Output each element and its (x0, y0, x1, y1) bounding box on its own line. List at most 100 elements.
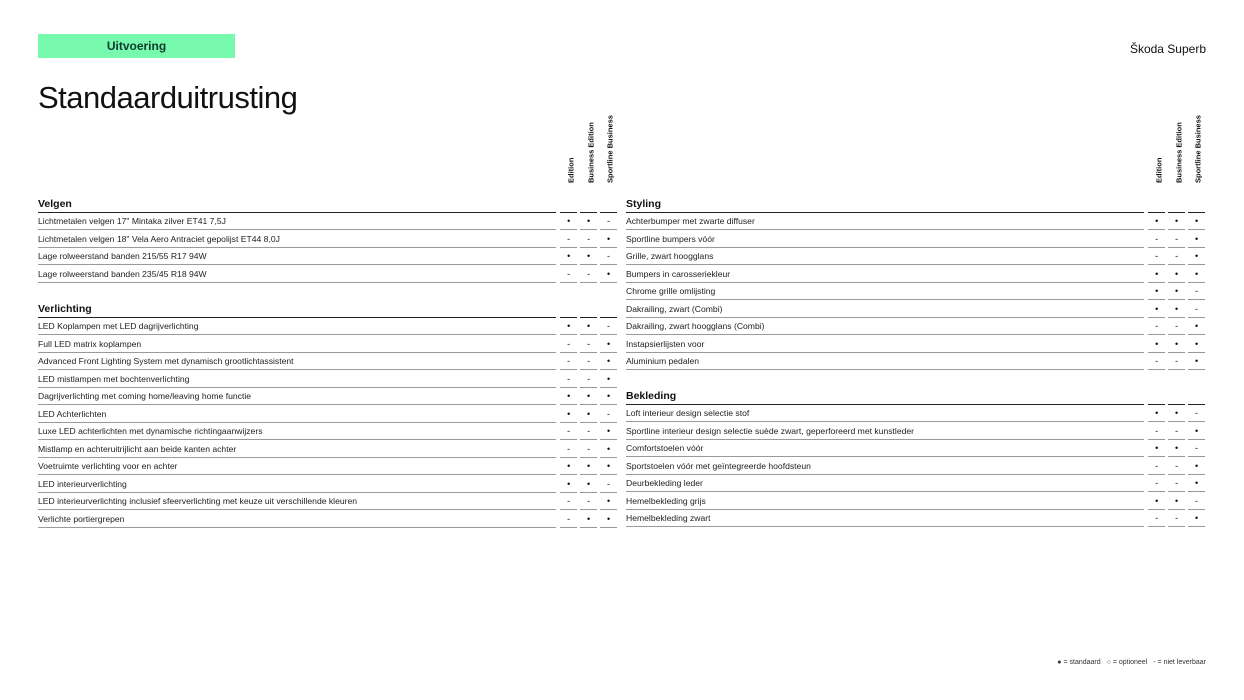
availability-mark: • (1188, 318, 1205, 336)
feature-label: Advanced Front Lighting System met dynam… (38, 353, 557, 371)
availability-mark: - (1148, 423, 1166, 440)
availability-mark: • (600, 441, 617, 458)
table-row: LED mistlampen met bochtenverlichting - - • (38, 371, 617, 389)
section-title: Velgen (38, 198, 557, 213)
availability-mark: • (600, 336, 617, 353)
feature-label: Hemelbekleding grijs (626, 493, 1145, 510)
section-header: Bekleding (626, 389, 1205, 405)
table-row: LED interieurverlichting • • - (38, 476, 617, 494)
availability-mark: • (560, 213, 578, 231)
availability-mark: - (600, 476, 617, 493)
availability-mark: - (560, 353, 578, 371)
feature-label: Full LED matrix koplampen (38, 336, 557, 353)
feature-label: Sportstoelen vóór met geïntegreerde hoof… (626, 458, 1145, 475)
section-header-rule (1148, 212, 1166, 213)
column-header-2: Sportline Business (1189, 115, 1206, 192)
availability-mark: • (1148, 283, 1166, 301)
feature-label: Dagrijverlichting met coming home/leavin… (38, 388, 557, 406)
availability-mark: - (1188, 440, 1205, 458)
availability-mark: • (1188, 336, 1205, 353)
availability-mark: • (600, 511, 617, 528)
availability-mark: • (580, 248, 598, 266)
feature-label: Luxe LED achterlichten met dynamische ri… (38, 423, 557, 441)
availability-mark: • (1168, 336, 1186, 353)
availability-mark: - (580, 353, 598, 371)
availability-mark: - (580, 493, 598, 511)
feature-label: Comfortstoelen vóór (626, 440, 1145, 458)
availability-mark: - (1188, 405, 1205, 423)
section-header: Verlichting (38, 302, 617, 318)
feature-label: Aluminium pedalen (626, 353, 1145, 371)
table-row: LED Koplampen met LED dagrijverlichting •… (38, 318, 617, 336)
availability-mark: - (1188, 301, 1205, 318)
section-header-rule (600, 212, 617, 213)
table-row: Luxe LED achterlichten met dynamische ri… (38, 423, 617, 441)
availability-mark: - (1168, 248, 1186, 266)
table-row: Hemelbekleding grijs • • - (626, 493, 1205, 511)
availability-mark: • (1188, 510, 1205, 528)
section-header: Styling (626, 197, 1205, 213)
availability-mark: - (1148, 231, 1166, 248)
availability-mark: - (1188, 283, 1205, 301)
feature-label: Instapsierlijsten voor (626, 336, 1145, 353)
availability-mark: • (1148, 301, 1166, 318)
feature-label: Chrome grille omlijsting (626, 283, 1145, 301)
feature-label: Voetruimte verlichting voor en achter (38, 458, 557, 476)
column-header-label: Sportline Business (1193, 115, 1202, 183)
table-row: Dakrailing, zwart hoogglans (Combi) - - • (626, 318, 1205, 336)
section-header-rule (580, 317, 598, 318)
availability-mark: • (580, 458, 598, 476)
availability-mark: • (1188, 248, 1205, 266)
section-header-rule (1188, 212, 1205, 213)
feature-label: Bumpers in carosseriekleur (626, 266, 1145, 283)
table-row: Verlichte portiergrepen - • • (38, 511, 617, 529)
availability-mark: - (580, 231, 598, 248)
availability-mark: - (1148, 458, 1166, 475)
availability-mark: - (560, 231, 578, 248)
availability-mark: - (1148, 248, 1166, 266)
availability-mark: • (1188, 231, 1205, 248)
availability-mark: - (1168, 423, 1186, 440)
table-row: Voetruimte verlichting voor en achter • • • (38, 458, 617, 476)
availability-mark: • (600, 231, 617, 248)
availability-mark: - (1148, 475, 1166, 493)
availability-mark: • (560, 318, 578, 336)
availability-mark: - (1188, 493, 1205, 510)
column-header-label: Edition (566, 157, 575, 183)
section-header-rule (1148, 404, 1166, 405)
feature-label: Mistlamp en achteruitrijlicht aan beide … (38, 441, 557, 458)
section-header-rule (560, 317, 578, 318)
table-row: Deurbekleding leder - - • (626, 475, 1205, 493)
availability-mark: - (1168, 353, 1186, 371)
table-row: Grille, zwart hoogglans - - • (626, 248, 1205, 266)
table-row: Instapsierlijsten voor • • • (626, 336, 1205, 354)
availability-mark: • (580, 476, 598, 493)
table-row: LED interieurverlichting inclusief sfeer… (38, 493, 617, 511)
availability-mark: - (600, 248, 617, 266)
availability-mark: - (560, 511, 578, 528)
availability-mark: • (1148, 213, 1166, 231)
table-row: Loft interieur design selectie stof • • - (626, 405, 1205, 423)
availability-mark: • (600, 493, 617, 511)
legend-not-available: - = niet leverbaar (1153, 659, 1206, 666)
table-row: Sportline interieur design selectie suèd… (626, 423, 1205, 441)
availability-mark: • (1188, 353, 1205, 371)
availability-mark: • (1148, 405, 1166, 423)
feature-label: Deurbekleding leder (626, 475, 1145, 493)
section-bekleding: Bekleding Loft interieur design selectie … (626, 389, 1205, 528)
availability-mark: • (600, 266, 617, 283)
section-title: Bekleding (626, 390, 1145, 405)
section-header-rule (1168, 212, 1186, 213)
availability-mark: • (1188, 266, 1205, 283)
feature-label: LED mistlampen met bochtenverlichting (38, 371, 557, 388)
availability-mark: • (1148, 266, 1166, 283)
section-header-rule (560, 212, 578, 213)
availability-mark: - (580, 266, 598, 283)
availability-mark: • (1188, 458, 1205, 475)
column-header-1: Business Edition (582, 122, 599, 192)
table-row: Lage rolweerstand banden 215/55 R17 94W •… (38, 248, 617, 266)
table-row: Full LED matrix koplampen - - • (38, 336, 617, 354)
section-title: Styling (626, 198, 1145, 213)
table-row: Achterbumper met zwarte diffuser • • • (626, 213, 1205, 231)
table-row: Dakrailing, zwart (Combi) • • - (626, 301, 1205, 319)
